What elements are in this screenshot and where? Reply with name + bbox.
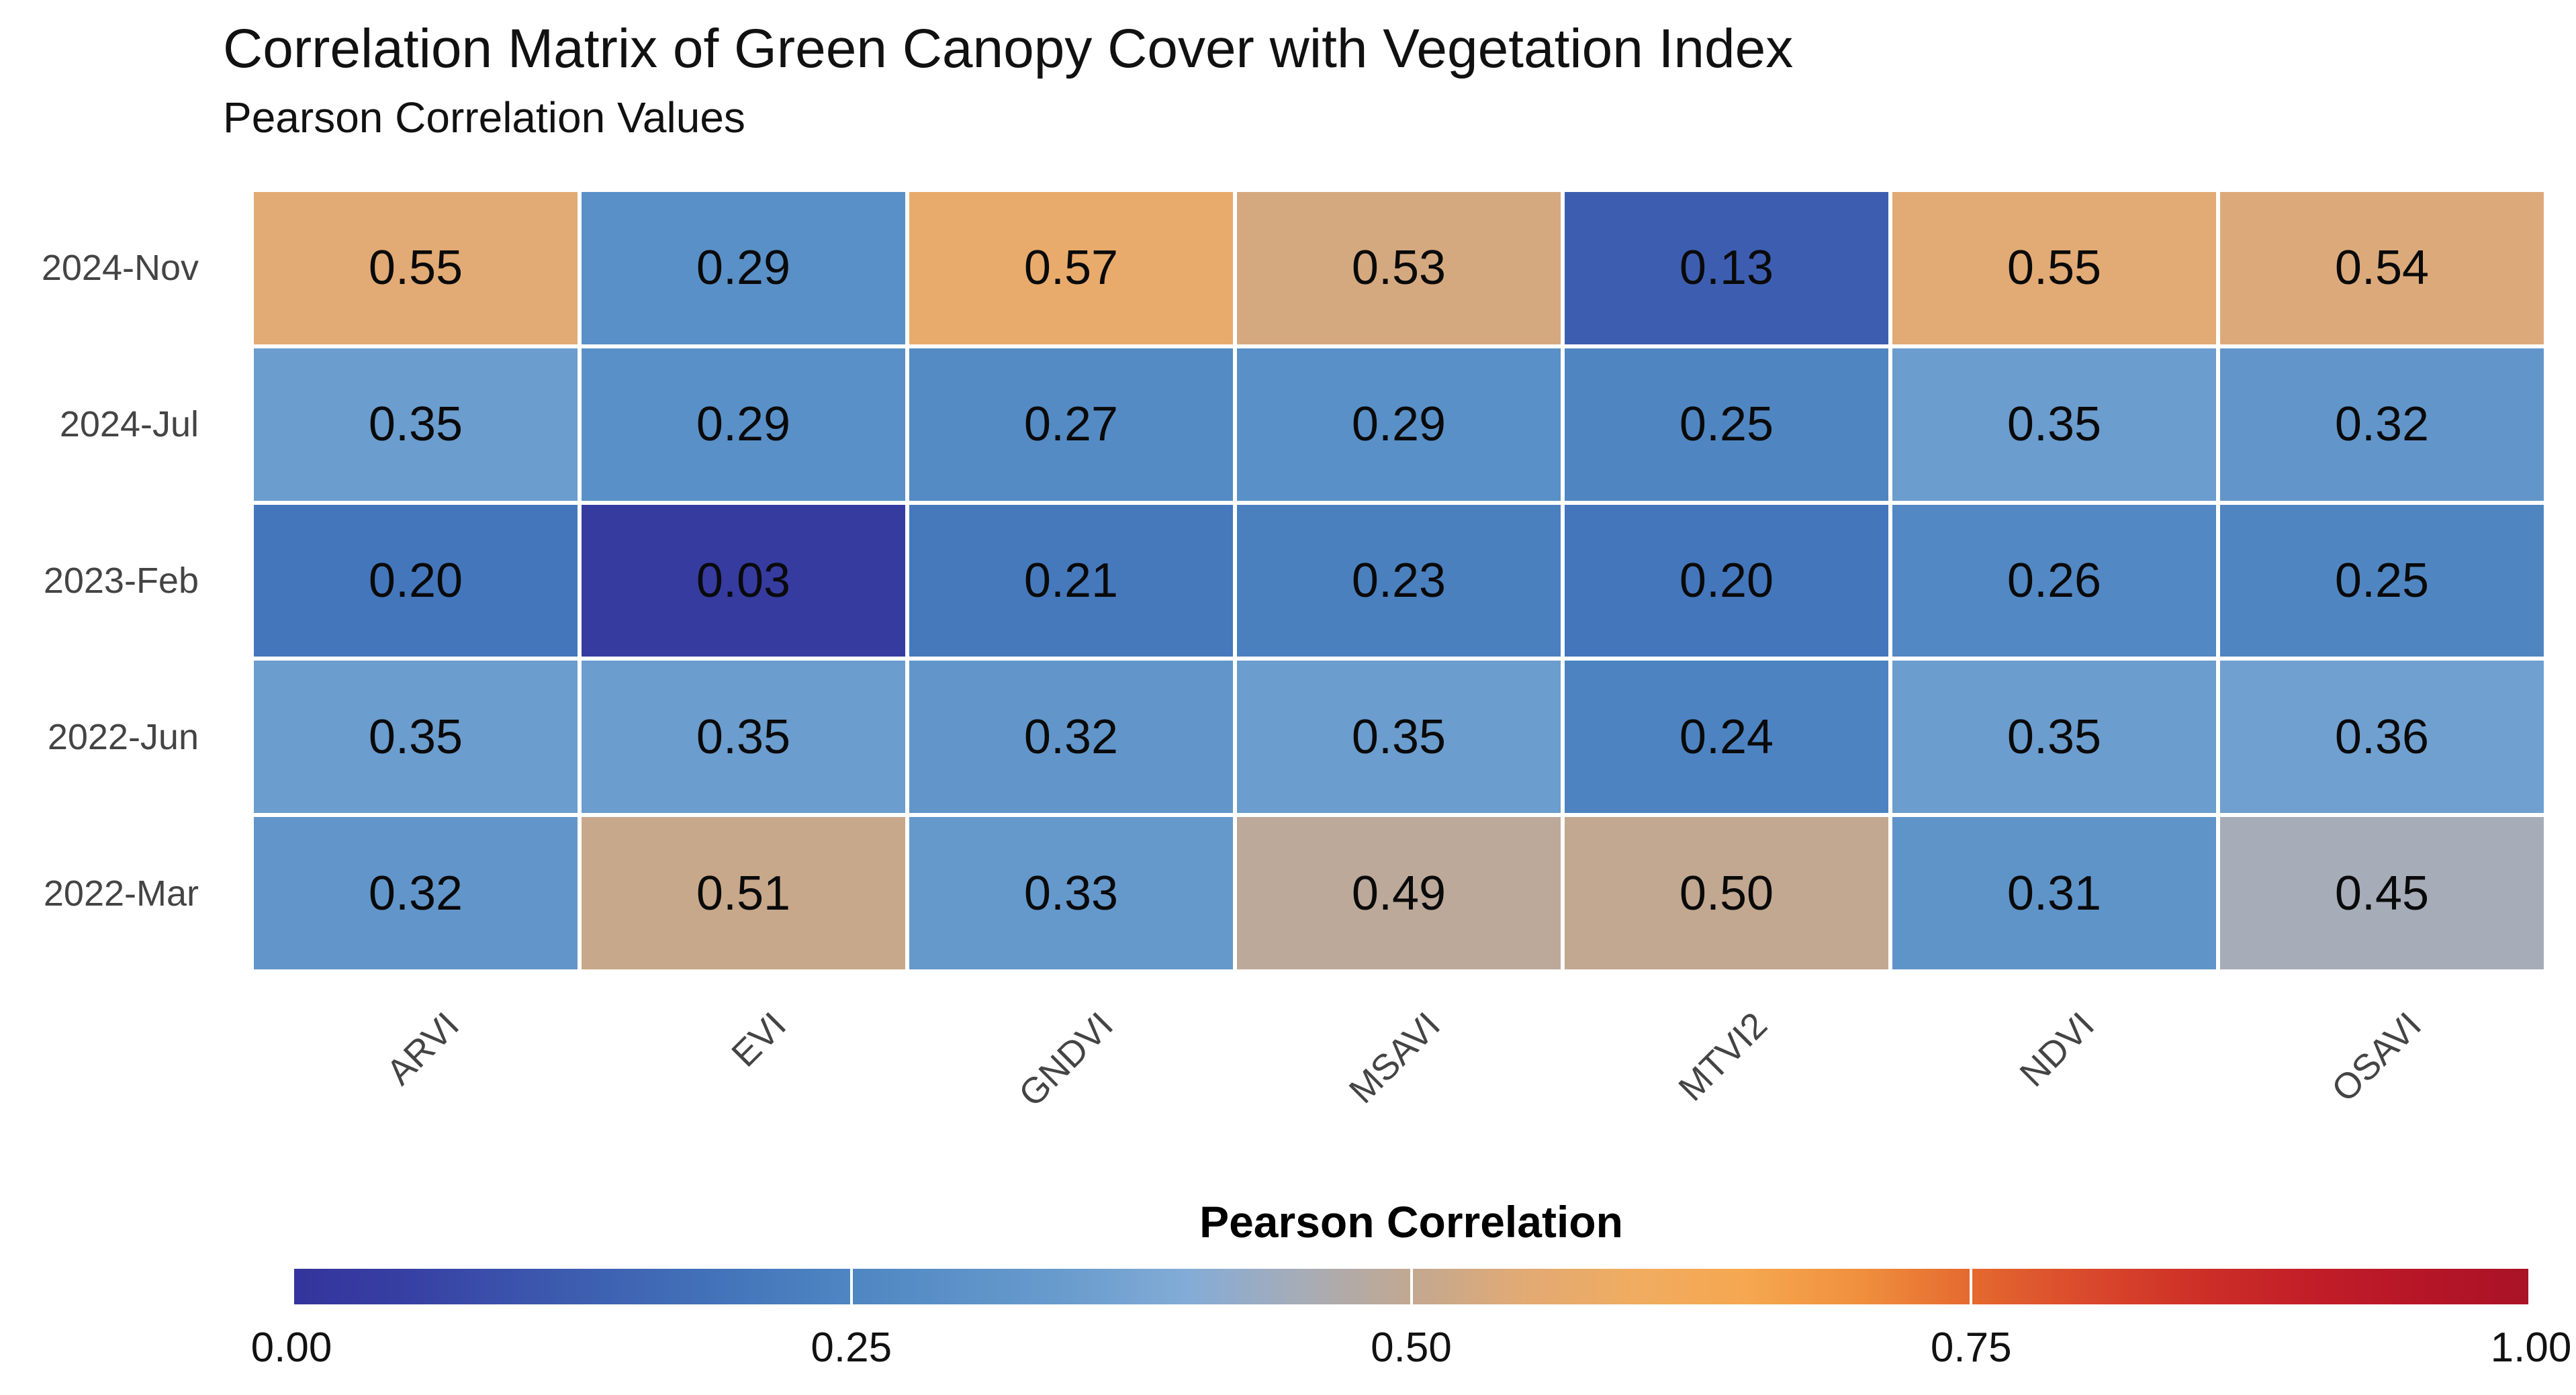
row-label: 2024-Nov	[41, 248, 199, 289]
heatmap-cell: 0.29	[582, 348, 905, 501]
heatmap-cell: 0.36	[2220, 661, 2544, 814]
heatmap-cell: 0.50	[1565, 817, 1888, 969]
heatmap-cell: 0.51	[582, 817, 905, 969]
heatmap-cell: 0.32	[909, 661, 1233, 814]
y-axis-labels: 2024-Nov 2024-Jul 2023-Feb 2022-Jun 2022-Mar	[0, 192, 199, 969]
heatmap-cell: 0.32	[2220, 348, 2544, 501]
heatmap-cell: 0.26	[1892, 504, 2216, 657]
heatmap-cell: 0.25	[2220, 504, 2544, 657]
heatmap-cell: 0.20	[254, 504, 578, 657]
heatmap-cell: 0.53	[1237, 192, 1561, 344]
heatmap-cell: 0.29	[1237, 348, 1561, 501]
heatmap-cell: 0.35	[582, 661, 905, 814]
heatmap-cell: 0.27	[909, 348, 1233, 501]
colorbar-tick	[291, 1269, 294, 1304]
heatmap-cell: 0.23	[1237, 504, 1561, 657]
row-label: 2023-Feb	[43, 560, 199, 601]
heatmap-cell: 0.32	[254, 817, 578, 969]
colorbar-tick	[2528, 1269, 2531, 1304]
colorbar-tick-label: 1.00	[2490, 1325, 2572, 1371]
heatmap-cell: 0.57	[909, 192, 1233, 344]
heatmap-cell: 0.03	[582, 504, 905, 657]
colorbar-tick-label: 0.75	[1930, 1325, 2012, 1371]
heatmap-cell: 0.33	[909, 817, 1233, 969]
heatmap-cell: 0.49	[1237, 817, 1561, 969]
heatmap-cell: 0.29	[582, 192, 905, 344]
heatmap-cell: 0.45	[2220, 817, 2544, 969]
heatmap-cell: 0.35	[254, 348, 578, 501]
row-label: 2022-Jun	[47, 716, 199, 757]
colorbar-tick-label: 0.00	[250, 1325, 332, 1371]
row-label: 2022-Mar	[43, 873, 199, 914]
chart-subtitle: Pearson Correlation Values	[223, 93, 745, 142]
heatmap-cell: 0.24	[1565, 661, 1888, 814]
chart-title: Correlation Matrix of Green Canopy Cover…	[223, 18, 1794, 79]
heatmap-cell: 0.21	[909, 504, 1233, 657]
heatmap-cell: 0.55	[254, 192, 578, 344]
colorbar-tick	[849, 1269, 853, 1304]
colorbar-tick-label: 0.25	[811, 1325, 892, 1371]
colorbar-tick	[1970, 1269, 1973, 1304]
colorbar-title: Pearson Correlation	[1199, 1197, 1623, 1247]
colorbar-gradient	[291, 1269, 2531, 1304]
heatmap-grid: 0.55 0.29 0.57 0.53 0.13 0.55 0.54 0.35 0.29 0.27…	[254, 192, 2544, 969]
heatmap-cell: 0.20	[1565, 504, 1888, 657]
heatmap-cell: 0.25	[1565, 348, 1888, 501]
heatmap-cell: 0.35	[1237, 661, 1561, 814]
heatmap-cell: 0.31	[1892, 817, 2216, 969]
heatmap-cell: 0.13	[1565, 192, 1888, 344]
colorbar-tick	[1410, 1269, 1413, 1304]
heatmap-cell: 0.35	[254, 661, 578, 814]
heatmap-cell: 0.54	[2220, 192, 2544, 344]
heatmap-cell: 0.55	[1892, 192, 2216, 344]
heatmap-cell: 0.35	[1892, 661, 2216, 814]
heatmap-cell: 0.35	[1892, 348, 2216, 501]
colorbar-tick-label: 0.50	[1371, 1325, 1452, 1371]
row-label: 2024-Jul	[59, 404, 199, 445]
